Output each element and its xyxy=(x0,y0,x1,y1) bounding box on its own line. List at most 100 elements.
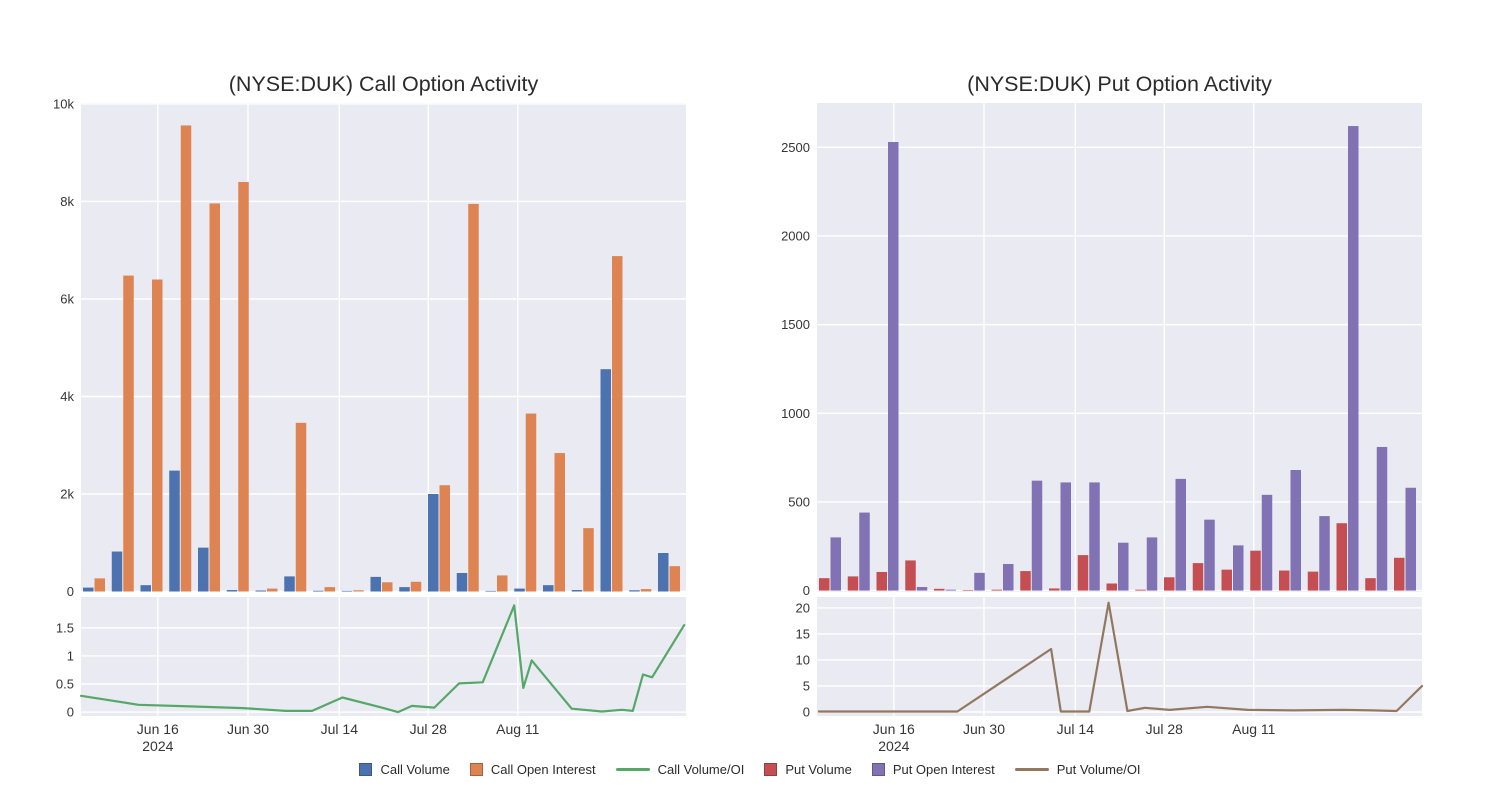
bar xyxy=(353,590,364,592)
legend-square-marker-icon xyxy=(359,762,373,776)
bar xyxy=(945,589,957,591)
x-tick-label: Aug 11 xyxy=(496,721,540,737)
x-tick-label: Jul 28 xyxy=(1146,721,1184,737)
bar xyxy=(152,279,163,592)
ratio-line xyxy=(79,604,686,714)
legend-square-marker-icon xyxy=(469,762,483,776)
bar xyxy=(1089,482,1100,591)
bar xyxy=(209,203,221,592)
x-tick-label: Jun 16 xyxy=(873,721,915,737)
bar-series-0 xyxy=(819,523,1405,591)
bar xyxy=(1365,578,1376,591)
bar xyxy=(123,275,134,592)
x-tick-year-label: 2024 xyxy=(142,738,173,754)
legend: Call Volume Call Open Interest Call Volume… xyxy=(0,752,1500,786)
bar-series-0 xyxy=(83,369,669,592)
bar xyxy=(819,578,830,591)
bar xyxy=(1049,588,1060,591)
bar xyxy=(370,576,382,592)
sub-y-tick-label: 0 xyxy=(67,705,74,720)
bar xyxy=(1319,516,1330,591)
y-tick-label: 0 xyxy=(803,583,810,598)
sub-y-tick-label: 1 xyxy=(67,648,74,663)
legend-item-put-volume-oi[interactable]: Put Volume/OI xyxy=(1014,761,1141,777)
y-tick-label: 6k xyxy=(60,291,74,306)
legend-item-call-open-interest[interactable]: Call Open Interest xyxy=(469,761,596,777)
bar xyxy=(169,470,180,592)
y-tick-label: 2500 xyxy=(781,140,810,155)
bar xyxy=(238,181,249,592)
legend-line-marker-icon xyxy=(615,767,650,771)
y-tick-label: 2000 xyxy=(781,228,810,243)
x-tick-year-label: 2024 xyxy=(878,738,909,754)
bar xyxy=(830,537,842,591)
bar xyxy=(439,485,451,592)
legend-label: Call Open Interest xyxy=(490,761,596,777)
bar xyxy=(485,590,497,592)
bar xyxy=(934,588,945,591)
sub-y-tick-label: 0.5 xyxy=(56,677,74,692)
bar xyxy=(859,512,870,591)
y-tick-label: 0 xyxy=(67,584,74,599)
x-tick-label: Jul 14 xyxy=(1057,721,1095,737)
legend-label: Put Volume/OI xyxy=(1056,761,1141,777)
bar xyxy=(456,572,468,592)
sub-y-tick-label: 1.5 xyxy=(56,620,74,635)
bar xyxy=(640,589,652,592)
bar xyxy=(525,413,537,592)
bar xyxy=(629,590,640,592)
bar xyxy=(255,590,267,592)
x-tick-label: Aug 11 xyxy=(1232,721,1276,737)
legend-label: Put Volume xyxy=(785,761,852,777)
chart-title: (NYSE:DUK) Call Option Activity xyxy=(229,72,539,96)
legend-item-call-volume-oi[interactable]: Call Volume/OI xyxy=(615,761,745,777)
sub-y-tick-label: 20 xyxy=(796,600,810,615)
legend-line-marker-icon xyxy=(1014,767,1049,771)
legend-label: Call Volume xyxy=(380,761,450,777)
legend-label: Call Volume/OI xyxy=(657,761,745,777)
bar xyxy=(1348,126,1359,591)
bar xyxy=(612,256,623,592)
bar xyxy=(514,588,525,592)
bar xyxy=(1031,480,1043,591)
y-tick-label: 10k xyxy=(53,96,74,111)
y-tick-label: 1500 xyxy=(781,317,810,332)
bar xyxy=(399,587,410,592)
bar xyxy=(1146,537,1158,591)
bar xyxy=(111,551,123,592)
legend-item-put-open-interest[interactable]: Put Open Interest xyxy=(871,762,995,777)
y-tick-label: 4k xyxy=(60,389,74,404)
y-tick-label: 500 xyxy=(788,494,810,509)
bar xyxy=(410,581,422,592)
bar xyxy=(428,494,439,592)
bar xyxy=(916,587,928,591)
main-plot-area xyxy=(817,103,1422,592)
bar xyxy=(1118,542,1129,591)
bar xyxy=(1204,519,1215,591)
bar xyxy=(1060,482,1072,591)
chart-title: (NYSE:DUK) Put Option Activity xyxy=(967,72,1272,96)
bar xyxy=(669,566,680,592)
bar xyxy=(1106,583,1118,591)
bar xyxy=(284,576,295,592)
sub-y-tick-label: 0 xyxy=(803,704,810,719)
bar xyxy=(962,589,974,591)
y-tick-label: 2k xyxy=(60,487,74,502)
bar xyxy=(1221,569,1233,591)
legend-item-call-volume[interactable]: Call Volume xyxy=(359,761,450,777)
bar xyxy=(1077,555,1089,591)
bar xyxy=(313,590,324,592)
bar xyxy=(1250,550,1261,591)
legend-item-put-volume[interactable]: Put Volume xyxy=(764,762,852,777)
bar xyxy=(1393,557,1405,591)
bar xyxy=(382,582,393,592)
bar xyxy=(1307,571,1319,591)
bar xyxy=(341,590,353,592)
bar xyxy=(1020,571,1031,591)
x-tick-label: Jun 16 xyxy=(137,721,179,737)
bar xyxy=(324,587,336,592)
bar xyxy=(905,560,916,591)
